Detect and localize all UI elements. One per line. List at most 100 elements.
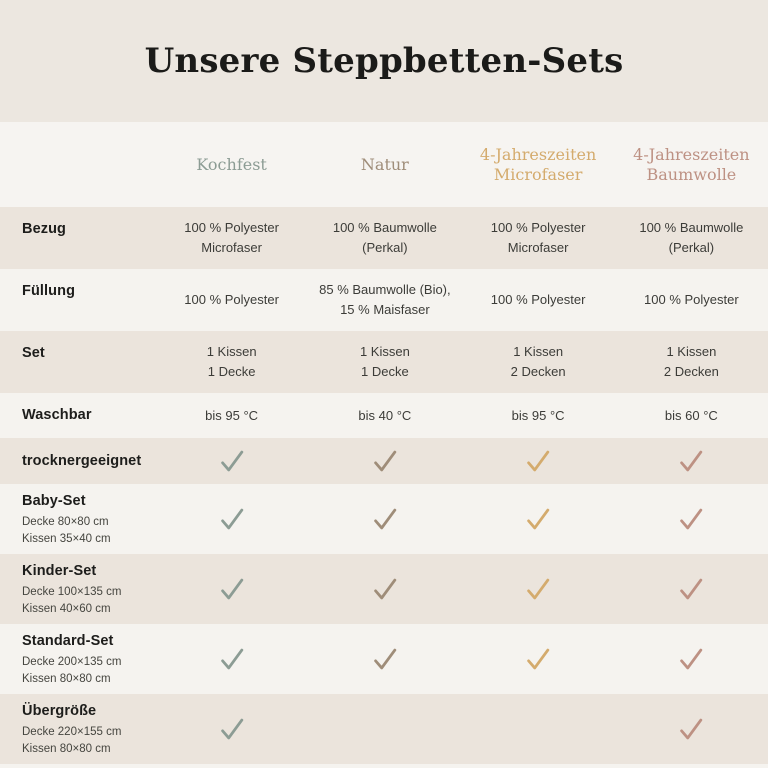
cell-baby-set-natur: [308, 504, 461, 534]
checkmark-icon: [527, 508, 550, 530]
row-label-cell: Füllung: [0, 269, 155, 301]
cell-trocknergeeignet-kochfest: [155, 446, 308, 476]
row-label: Übergröße: [22, 702, 97, 719]
cell-text-line: bis 60 °C: [664, 407, 718, 423]
cell-text-line: 2 Decken: [510, 364, 566, 379]
row-sublabel: Decke 220×155 cm: [22, 725, 122, 738]
checkmark-icon: [680, 648, 703, 670]
cell-standard-set-natur: [308, 644, 461, 674]
checkmark-icon: [527, 578, 550, 600]
cell-text-line: 100 % Baumwolle: [332, 220, 437, 235]
bottom-spacer: [0, 764, 768, 768]
checkmark-icon: [220, 578, 243, 600]
checkmark-icon: [680, 578, 703, 600]
cell-waschbar-4-jahreszeiten-microfaser: bis 95 °C: [462, 406, 615, 426]
column-header-kochfest: Kochfest: [196, 154, 267, 174]
cell-übergröße-4-jahreszeiten-baumwolle: [615, 714, 768, 744]
cell-text-line: 1 Decke: [207, 364, 256, 379]
cell-text-line: Microfaser: [507, 240, 569, 255]
row-label-cell: Standard-Set Decke 200×135 cm Kissen 80×80…: [0, 631, 155, 688]
table-row-waschbar: Waschbar bis 95 °C bis 40 °C bis 95 °C bis 6…: [0, 393, 768, 438]
row-label-cell: Waschbar: [0, 393, 155, 425]
column-header-natur: Natur: [360, 154, 409, 174]
cell-waschbar-natur: bis 40 °C: [308, 406, 461, 426]
row-label-cell: Kinder-Set Decke 100×135 cm Kissen 40×60 c…: [0, 561, 155, 618]
table-row-baby-set: Baby-Set Decke 80×80 cm Kissen 35×40 cm: [0, 484, 768, 554]
cell-text-line: 1 Kissen: [206, 344, 257, 359]
cell-text-line: 100 % Polyester: [184, 292, 279, 307]
table-row-trocknergeeignet: trocknergeeignet: [0, 438, 768, 484]
row-label: Füllung: [22, 283, 76, 299]
cell-trocknergeeignet-4-jahreszeiten-microfaser: [462, 446, 615, 476]
cell-waschbar-4-jahreszeiten-baumwolle: bis 60 °C: [615, 406, 768, 426]
cell-text-line: bis 95 °C: [511, 407, 565, 423]
cell-trocknergeeignet-4-jahreszeiten-baumwolle: [615, 446, 768, 476]
table-row-standard-set: Standard-Set Decke 200×135 cm Kissen 80×80…: [0, 624, 768, 694]
cell-kinder-set-kochfest: [155, 574, 308, 604]
row-label: Bezug: [22, 221, 66, 237]
checkmark-icon: [220, 508, 243, 530]
checkmark-icon: [527, 450, 550, 472]
table-header-row: Kochfest Natur 4-Jahreszeiten Microfaser 4-…: [0, 122, 768, 207]
cell-kinder-set-4-jahreszeiten-baumwolle: [615, 574, 768, 604]
cell-baby-set-4-jahreszeiten-microfaser: [462, 504, 615, 534]
cell-standard-set-4-jahreszeiten-microfaser: [462, 644, 615, 674]
cell-trocknergeeignet-natur: [308, 446, 461, 476]
cell-text-line: (Perkal): [362, 240, 408, 255]
checkmark-icon: [680, 718, 703, 740]
cell-übergröße-kochfest: [155, 714, 308, 744]
checkmark-icon: [220, 450, 243, 472]
checkmark-icon: [220, 648, 243, 670]
cell-text-line: 2 Decken: [663, 364, 719, 379]
row-label-cell: Übergröße Decke 220×155 cm Kissen 80×80 cm: [0, 701, 155, 758]
cell-standard-set-4-jahreszeiten-baumwolle: [615, 644, 768, 674]
row-sublabel: Decke 200×135 cm: [22, 655, 122, 668]
cell-bezug-natur: 100 % Baumwolle (Perkal): [308, 218, 461, 258]
checkmark-icon: [527, 648, 550, 670]
cell-füllung-4-jahreszeiten-baumwolle: 100 % Polyester: [615, 290, 768, 310]
cell-text-line: 100 % Polyester: [490, 220, 586, 235]
page-header: Unsere Steppbetten-Sets: [0, 0, 768, 122]
cell-text-line: 100 % Baumwolle: [639, 220, 744, 235]
row-sublabel: Kissen 35×40 cm: [22, 532, 111, 545]
row-label: Standard-Set: [22, 632, 114, 649]
row-label-cell: Bezug: [0, 207, 155, 239]
row-label: Kinder-Set: [22, 562, 97, 579]
cell-waschbar-kochfest: bis 95 °C: [155, 406, 308, 426]
table-row-bezug: Bezug 100 % Polyester Microfaser 100 % Baum…: [0, 207, 768, 269]
checkmark-icon: [374, 450, 397, 472]
cell-set-natur: 1 Kissen 1 Decke: [308, 342, 461, 382]
cell-füllung-natur: 85 % Baumwolle (Bio), 15 % Maisfaser: [308, 280, 461, 320]
cell-text-line: 1 Kissen: [359, 344, 410, 359]
cell-bezug-4-jahreszeiten-microfaser: 100 % Polyester Microfaser: [462, 218, 615, 258]
column-header-4-jahreszeiten-baumwolle: 4-Jahreszeiten Baumwolle: [633, 144, 750, 184]
row-sublabel: Kissen 40×60 cm: [22, 602, 111, 615]
row-sublabel: Kissen 80×80 cm: [22, 672, 111, 685]
page-title: Unsere Steppbetten-Sets: [144, 41, 624, 81]
comparison-table-body: Bezug 100 % Polyester Microfaser 100 % Baum…: [0, 207, 768, 764]
cell-set-4-jahreszeiten-microfaser: 1 Kissen 2 Decken: [462, 342, 615, 382]
checkmark-icon: [680, 450, 703, 472]
cell-text-line: bis 95 °C: [205, 407, 259, 423]
cell-text-line: 100 % Polyester: [490, 292, 586, 307]
column-header-4-jahreszeiten-microfaser: 4-Jahreszeiten Microfaser: [479, 144, 597, 184]
cell-kinder-set-4-jahreszeiten-microfaser: [462, 574, 615, 604]
row-label-cell: trocknergeeignet: [0, 451, 155, 471]
table-row-füllung: Füllung 100 % Polyester 85 % Baumwolle (Bi…: [0, 269, 768, 331]
checkmark-icon: [374, 578, 397, 600]
cell-bezug-4-jahreszeiten-baumwolle: 100 % Baumwolle (Perkal): [615, 218, 768, 258]
table-row-übergröße: Übergröße Decke 220×155 cm Kissen 80×80 cm: [0, 694, 768, 764]
cell-text-line: bis 40 °C: [358, 407, 412, 423]
cell-kinder-set-natur: [308, 574, 461, 604]
cell-standard-set-kochfest: [155, 644, 308, 674]
checkmark-icon: [374, 648, 397, 670]
row-label-cell: Set: [0, 331, 155, 363]
row-sublabel: Kissen 80×80 cm: [22, 742, 111, 755]
cell-text-line: 15 % Maisfaser: [340, 302, 430, 317]
cell-text-line: 1 Kissen: [513, 344, 564, 359]
row-label: Baby-Set: [22, 492, 86, 509]
cell-text-line: 1 Kissen: [666, 344, 717, 359]
cell-set-4-jahreszeiten-baumwolle: 1 Kissen 2 Decken: [615, 342, 768, 382]
cell-baby-set-kochfest: [155, 504, 308, 534]
